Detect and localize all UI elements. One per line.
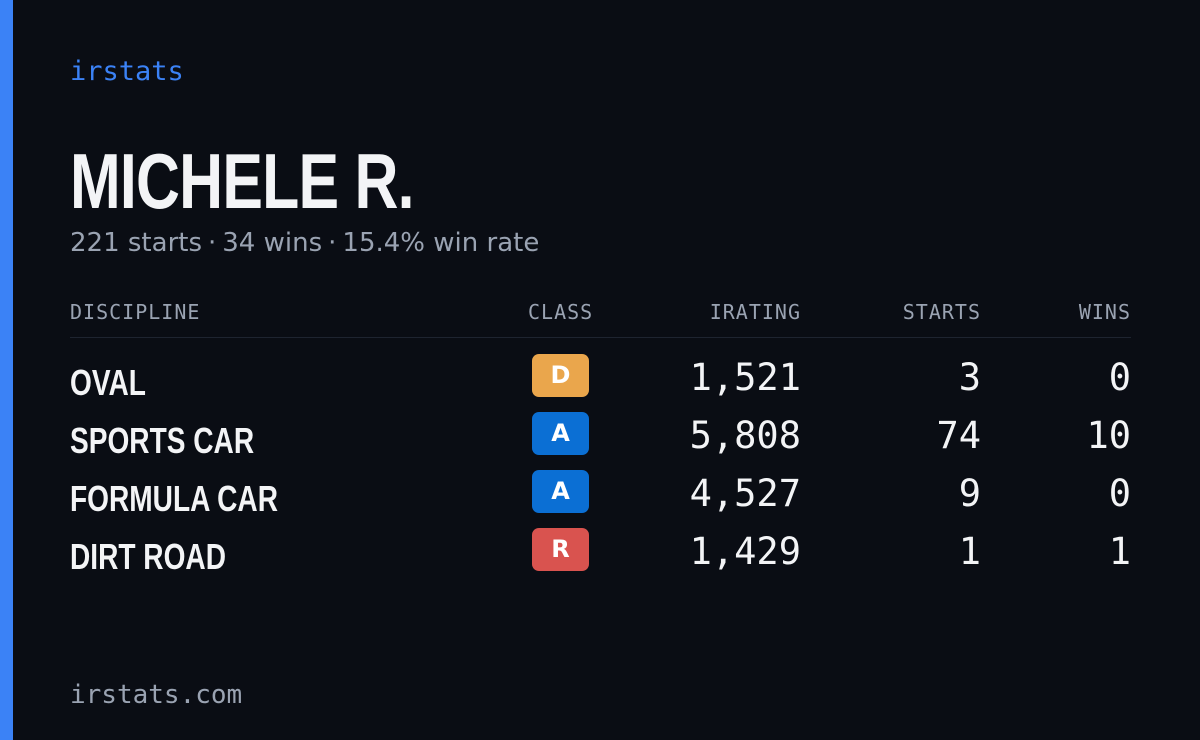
class-badge: R [532,528,589,571]
table-row: DIRT ROAD R 1,429 1 1 [70,528,1131,586]
discipline-name: OVAL [70,362,146,403]
brand-logo-text: irstats [70,56,184,87]
irating-value: 1,521 [689,356,801,399]
discipline-name: DIRT ROAD [70,536,226,577]
starts-value: 1 [958,530,981,573]
accent-bar [0,0,13,740]
footer-url: irstats.com [70,680,243,710]
wins-value: 1 [1108,530,1131,573]
player-summary: 221 starts · 34 wins · 15.4% win rate [70,228,539,258]
irating-value: 5,808 [689,414,801,457]
discipline-name: SPORTS CAR [70,420,255,461]
table-header: DISCIPLINE CLASS IRATING STARTS WINS [70,296,1131,338]
table-row: FORMULA CAR A 4,527 9 0 [70,470,1131,528]
table-body: OVAL D 1,521 3 0 SPORTS CAR A 5,808 74 1… [70,354,1131,586]
win-rate: 15.4% win rate [342,228,540,258]
wins-value: 10 [1086,414,1131,457]
separator-dot: · [328,228,337,258]
wins-value: 0 [1108,472,1131,515]
starts-value: 3 [958,356,981,399]
table-row: OVAL D 1,521 3 0 [70,354,1131,412]
starts-value: 74 [936,414,981,457]
header-discipline: DISCIPLINE [70,300,201,324]
irating-value: 1,429 [689,530,801,573]
class-badge: D [532,354,589,397]
header-wins: WINS [1078,300,1131,324]
class-badge: A [532,412,589,455]
discipline-name: FORMULA CAR [70,478,278,519]
header-starts: STARTS [902,300,981,324]
header-class: CLASS [528,300,594,324]
separator-dot: · [208,228,217,258]
irating-value: 4,527 [689,472,801,515]
wins-value: 0 [1108,356,1131,399]
stats-table: DISCIPLINE CLASS IRATING STARTS WINS OVA… [70,296,1131,586]
starts-value: 9 [958,472,981,515]
player-name: MICHELE R. [70,137,415,225]
total-wins: 34 wins [222,228,323,258]
class-badge: A [532,470,589,513]
header-irating: IRATING [709,300,801,324]
total-starts: 221 starts [70,228,202,258]
table-row: SPORTS CAR A 5,808 74 10 [70,412,1131,470]
